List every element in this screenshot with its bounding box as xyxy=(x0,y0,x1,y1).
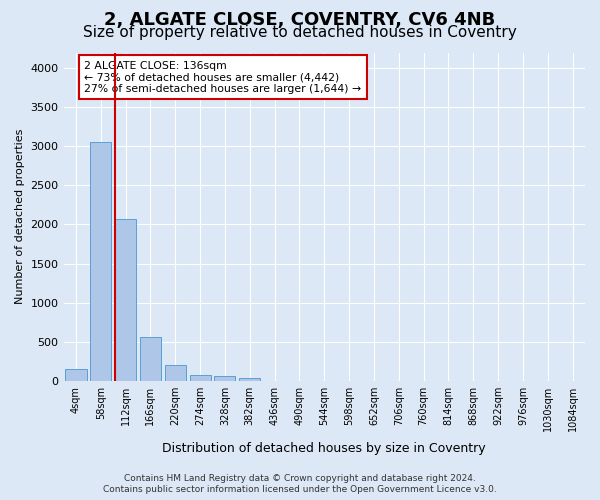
Bar xyxy=(165,365,186,381)
Bar xyxy=(115,219,136,381)
Text: 2 ALGATE CLOSE: 136sqm
← 73% of detached houses are smaller (4,442)
27% of semi-: 2 ALGATE CLOSE: 136sqm ← 73% of detached… xyxy=(85,60,362,94)
Bar xyxy=(214,376,235,381)
Y-axis label: Number of detached properties: Number of detached properties xyxy=(15,129,25,304)
Bar xyxy=(65,369,86,381)
Bar xyxy=(90,142,112,381)
X-axis label: Distribution of detached houses by size in Coventry: Distribution of detached houses by size … xyxy=(163,442,486,455)
Text: 2, ALGATE CLOSE, COVENTRY, CV6 4NB: 2, ALGATE CLOSE, COVENTRY, CV6 4NB xyxy=(104,12,496,30)
Text: Contains HM Land Registry data © Crown copyright and database right 2024.
Contai: Contains HM Land Registry data © Crown c… xyxy=(103,474,497,494)
Bar xyxy=(190,375,211,381)
Bar xyxy=(140,337,161,381)
Text: Size of property relative to detached houses in Coventry: Size of property relative to detached ho… xyxy=(83,25,517,40)
Bar xyxy=(239,378,260,381)
